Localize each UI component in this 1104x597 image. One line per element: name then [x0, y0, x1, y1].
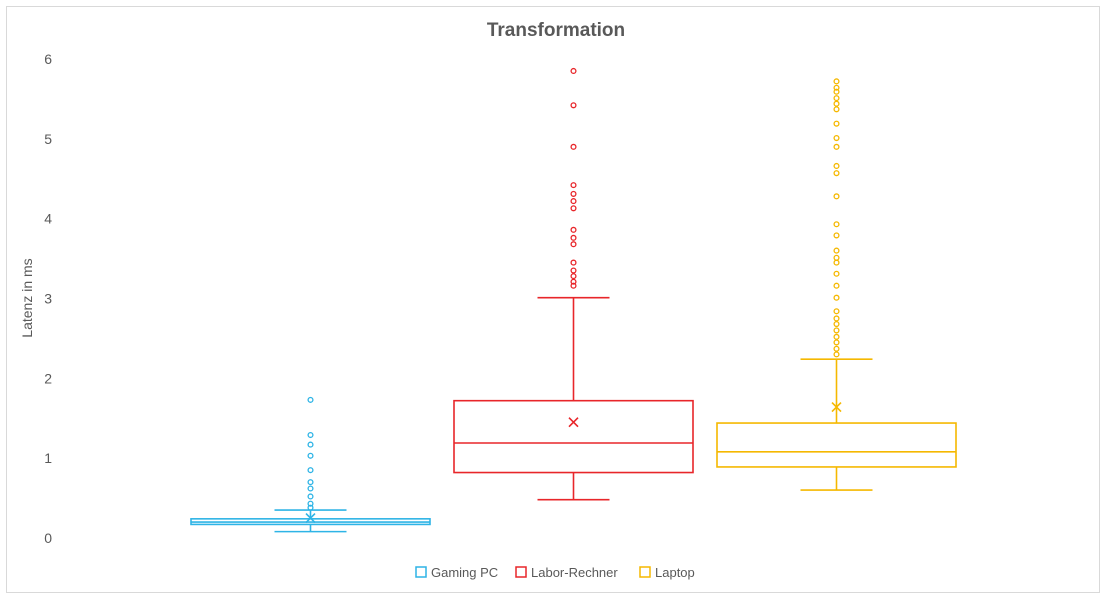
- legend: Gaming PC Labor-Rechner Laptop: [415, 565, 695, 580]
- outlier-point: [570, 67, 577, 75]
- outlier-point: [833, 339, 840, 346]
- outlier-point: [833, 259, 840, 266]
- outlier-point: [833, 254, 840, 261]
- outlier-point: [307, 431, 314, 439]
- outlier-point: [307, 479, 314, 486]
- outlier-point: [570, 226, 577, 233]
- outlier-point: [570, 198, 577, 205]
- outlier-point: [570, 143, 577, 150]
- outlier-point: [570, 241, 577, 248]
- outlier-point: [833, 315, 840, 322]
- legend-label-labor-rechner: Labor-Rechner: [531, 565, 618, 580]
- outlier-point: [570, 278, 577, 285]
- outlier-point: [833, 351, 840, 358]
- outlier-point: [570, 205, 577, 212]
- outlier-point: [833, 134, 840, 142]
- outlier-point: [833, 100, 840, 107]
- mean-marker: [305, 512, 316, 524]
- outlier-point: [307, 452, 314, 459]
- box-series-labor-rechner: [453, 67, 694, 501]
- interquartile-box: [716, 422, 957, 468]
- legend-label-laptop: Laptop: [655, 565, 695, 580]
- outlier-point: [307, 441, 314, 448]
- outlier-point: [833, 308, 840, 315]
- y-tick-label: 6: [44, 51, 52, 67]
- outlier-point: [570, 190, 577, 197]
- outlier-point: [833, 95, 840, 102]
- outlier-point: [833, 270, 840, 277]
- y-tick-label: 0: [44, 530, 52, 546]
- outlier-point: [833, 143, 840, 150]
- outlier-point: [570, 182, 577, 189]
- y-tick-label: 5: [44, 131, 52, 147]
- legend-marker-gaming-pc: [415, 566, 427, 578]
- outlier-point: [833, 333, 840, 340]
- y-tick-label: 1: [44, 450, 52, 466]
- outlier-point: [833, 232, 840, 239]
- interquartile-box: [453, 399, 694, 474]
- outlier-point: [833, 170, 840, 177]
- y-axis-label: Latenz in ms: [19, 258, 35, 337]
- legend-marker-labor-rechner: [515, 566, 527, 578]
- chart-frame: [6, 6, 1100, 593]
- outlier-point: [833, 193, 840, 200]
- outlier-point: [833, 221, 840, 228]
- y-axis-ticks: 0 1 2 3 4 5 6: [44, 51, 52, 546]
- outlier-point: [307, 467, 314, 474]
- outlier-point: [570, 259, 577, 266]
- outlier-point: [833, 88, 840, 95]
- box-series-group: [190, 67, 957, 533]
- outlier-point: [833, 106, 840, 113]
- outlier-point: [307, 485, 314, 492]
- outlier-point: [307, 504, 314, 511]
- outlier-point: [307, 500, 314, 507]
- outlier-point: [833, 320, 840, 328]
- outlier-point: [307, 493, 314, 500]
- outlier-point: [570, 102, 577, 109]
- outlier-point: [833, 78, 840, 85]
- y-tick-label: 4: [44, 211, 52, 227]
- y-tick-label: 2: [44, 370, 52, 386]
- outlier-point: [833, 327, 840, 334]
- chart-title: Transformation: [487, 20, 625, 41]
- outlier-point: [307, 396, 314, 403]
- outlier-point: [833, 120, 840, 127]
- legend-marker-laptop: [639, 566, 651, 578]
- outlier-point: [833, 282, 840, 289]
- outlier-point: [833, 162, 840, 170]
- outlier-point: [833, 294, 840, 301]
- outlier-point: [833, 345, 840, 352]
- legend-label-gaming-pc: Gaming PC: [431, 565, 498, 580]
- mean-marker: [568, 417, 579, 428]
- mean-marker: [831, 402, 842, 413]
- outlier-point: [570, 267, 577, 274]
- outlier-point: [570, 273, 577, 280]
- y-tick-label: 3: [44, 291, 52, 307]
- outlier-point: [570, 234, 577, 241]
- box-series-gaming-pc: [190, 396, 431, 533]
- outlier-point: [570, 282, 577, 289]
- box-series-laptop: [716, 78, 957, 491]
- outlier-point: [833, 247, 840, 254]
- outlier-point: [833, 84, 840, 91]
